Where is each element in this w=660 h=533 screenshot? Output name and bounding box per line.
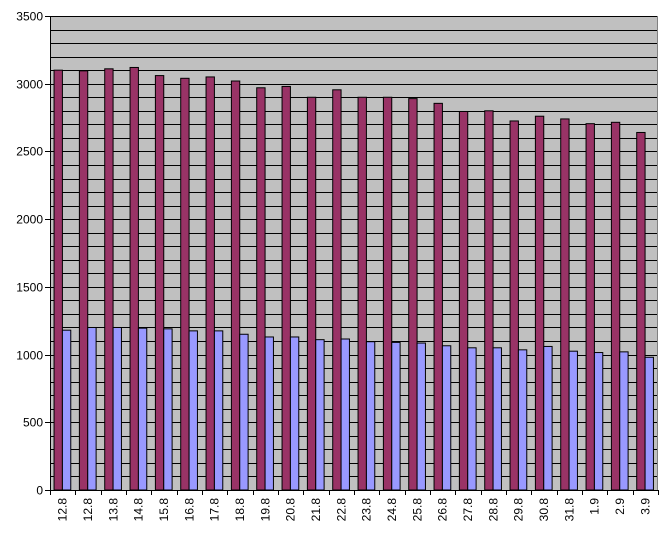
bar xyxy=(492,347,502,491)
gridlines xyxy=(50,16,658,477)
x-tick-label: 28.8 xyxy=(486,498,500,522)
bar xyxy=(534,115,545,491)
x-tick-label: 23.8 xyxy=(360,498,374,522)
bar xyxy=(306,96,317,491)
plot-area xyxy=(50,16,658,490)
x-tick-label: 14.8 xyxy=(132,498,146,522)
bar xyxy=(78,70,89,491)
bar xyxy=(391,341,401,491)
bar xyxy=(610,121,621,491)
bar xyxy=(484,110,494,491)
bar xyxy=(619,351,629,491)
bar xyxy=(256,87,266,491)
bar xyxy=(61,329,72,491)
bar xyxy=(154,75,165,491)
x-tick-label: 22.8 xyxy=(334,498,348,522)
bar xyxy=(593,352,604,491)
y-tick-label: 3000 xyxy=(16,78,43,92)
y-tick-label: 500 xyxy=(23,416,43,430)
bar xyxy=(467,347,477,491)
bar xyxy=(112,326,122,491)
bar xyxy=(137,327,148,491)
bar xyxy=(180,77,190,491)
bar xyxy=(188,330,198,491)
bar xyxy=(416,342,426,491)
y-tick-label: 1500 xyxy=(16,281,43,295)
bar xyxy=(357,96,367,491)
x-tick-label: 19.8 xyxy=(258,498,272,522)
bar xyxy=(382,96,393,491)
y-tick-label: 1000 xyxy=(16,349,43,363)
axes xyxy=(45,16,659,495)
x-tick-label: 20.8 xyxy=(284,498,298,522)
bar xyxy=(129,66,139,491)
bar xyxy=(543,345,553,491)
x-tick-label: 13.8 xyxy=(106,498,120,522)
x-tick-label: 15.8 xyxy=(157,498,171,522)
bar xyxy=(281,85,291,491)
y-tick-label: 2000 xyxy=(16,213,43,227)
bar xyxy=(332,89,342,491)
bar xyxy=(560,118,570,491)
bar xyxy=(568,350,578,491)
y-tick-label: 3500 xyxy=(16,10,43,24)
bar xyxy=(230,80,241,491)
x-tick-label: 3.9 xyxy=(638,498,652,515)
x-tick-label: 24.8 xyxy=(385,498,399,522)
x-tick-label: 26.8 xyxy=(436,498,450,522)
bar xyxy=(340,338,350,491)
bar xyxy=(433,102,443,491)
x-tick-label: 12.8 xyxy=(81,498,95,522)
bar xyxy=(509,120,519,491)
x-tick-label: 30.8 xyxy=(537,498,551,522)
bar xyxy=(517,349,528,491)
y-axis-tick-labels: 0 500 1000 1500 2000 2500 3000 3500 xyxy=(16,10,43,498)
bar xyxy=(87,326,97,491)
bar xyxy=(408,98,418,491)
y-tick-label: 0 xyxy=(36,484,43,498)
x-tick-label: 2.9 xyxy=(613,498,627,515)
x-tick-label: 31.8 xyxy=(562,498,576,522)
x-tick-label: 29.8 xyxy=(512,498,526,522)
x-tick-label: 25.8 xyxy=(410,498,424,522)
bar xyxy=(264,336,274,491)
x-tick-label: 12.8 xyxy=(56,498,70,522)
bar xyxy=(104,68,114,491)
bar xyxy=(441,345,452,491)
bar xyxy=(585,123,595,491)
bar xyxy=(163,328,173,491)
bar xyxy=(365,341,376,491)
bar xyxy=(458,110,469,491)
bar xyxy=(644,356,654,491)
x-tick-label: 16.8 xyxy=(182,498,196,522)
x-tick-label: 18.8 xyxy=(233,498,247,522)
bar xyxy=(315,339,325,491)
x-tick-label: 1.9 xyxy=(588,498,602,515)
bar xyxy=(53,69,63,491)
x-tick-label: 21.8 xyxy=(309,498,323,522)
bar xyxy=(213,330,224,491)
x-tick-label: 27.8 xyxy=(461,498,475,522)
x-axis-tick-labels: 12.8 12.8 13.8 14.8 15.8 16.8 17.8 18.8 19.8 20.8… xyxy=(56,498,653,522)
bar xyxy=(289,336,300,491)
bar xyxy=(239,333,249,491)
bar xyxy=(636,131,646,491)
x-tick-label: 17.8 xyxy=(208,498,222,522)
y-tick-label: 2500 xyxy=(16,145,43,159)
bar xyxy=(205,76,215,491)
